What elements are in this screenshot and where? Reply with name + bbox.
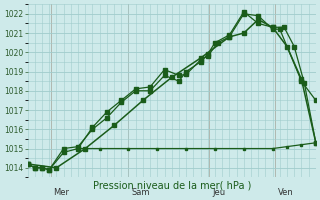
Text: Sam: Sam [131,188,150,197]
X-axis label: Pression niveau de la mer( hPa ): Pression niveau de la mer( hPa ) [92,180,251,190]
Text: Mer: Mer [53,188,69,197]
Text: Jeu: Jeu [212,188,225,197]
Text: Ven: Ven [278,188,294,197]
